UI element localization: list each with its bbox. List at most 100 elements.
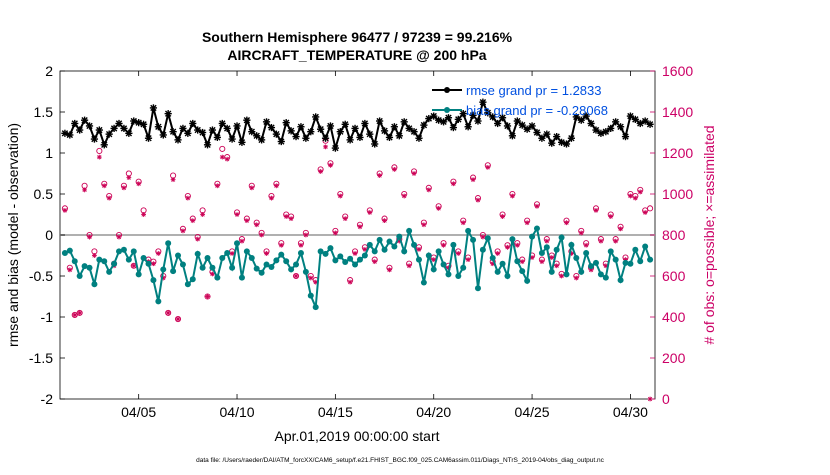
bias-point: [160, 266, 167, 273]
y-tick-label-left: -1.5: [29, 350, 53, 366]
rmse-point: [223, 124, 231, 132]
obs-assimilated-marker: [436, 205, 442, 211]
rmse-point: [562, 140, 571, 148]
rmse-point: [307, 128, 315, 136]
bias-point: [204, 254, 211, 261]
rmse-point: [484, 109, 492, 117]
y-tick-label-left: -2: [41, 391, 54, 407]
bias-point: [145, 260, 152, 267]
bias-point: [76, 273, 83, 279]
obs-assimilated-marker: [234, 212, 240, 217]
rmse-point: [341, 120, 349, 128]
bias-point: [312, 304, 319, 311]
rmse-point: [95, 126, 103, 134]
rmse-point: [390, 123, 398, 131]
rmse-point: [621, 133, 630, 141]
rmse-point: [479, 98, 487, 106]
obs-assimilated-marker: [200, 212, 206, 217]
obs-assimilated-marker: [406, 263, 412, 269]
obs-assimilated-marker: [564, 220, 569, 226]
bias-point: [568, 241, 575, 248]
rmse-point: [90, 135, 99, 143]
bias-point: [420, 279, 427, 286]
obs-assimilated-marker: [598, 238, 604, 244]
bias-point: [371, 248, 378, 255]
obs-assimilated-marker: [259, 232, 265, 238]
rmse-point: [321, 134, 330, 142]
rmse-point: [503, 122, 512, 130]
legend-bias-marker: [444, 107, 450, 113]
bias-point: [125, 256, 132, 263]
rmse-point: [336, 128, 344, 136]
obs-possible-marker: [292, 272, 300, 280]
obs-assimilated-marker: [357, 224, 363, 230]
bias-point: [460, 264, 467, 271]
bias-point: [524, 277, 531, 284]
obs-assimilated-marker: [165, 310, 171, 316]
rmse-point: [616, 123, 625, 131]
bias-point: [474, 285, 481, 292]
bias-point: [455, 273, 462, 279]
bias-point: [140, 254, 147, 261]
rmse-point: [277, 137, 285, 146]
chart-title-line2: AIRCRAFT_TEMPERATURE @ 200 hPa: [227, 47, 486, 63]
obs-assimilated-marker: [352, 251, 358, 256]
y-tick-label-right: 1600: [662, 63, 693, 79]
obs-assimilated-marker: [239, 238, 245, 244]
rmse-point: [120, 124, 128, 132]
bias-point: [612, 256, 619, 263]
rmse-point: [612, 118, 620, 126]
bias-point: [573, 254, 580, 261]
bias-point: [234, 240, 241, 247]
rmse-point: [179, 124, 187, 132]
bias-point: [440, 261, 447, 268]
obs-assimilated-marker: [647, 396, 653, 402]
rmse-point: [371, 140, 379, 148]
obs-assimilated-marker: [87, 234, 92, 240]
obs-assimilated-marker: [377, 173, 383, 178]
rmse-point: [199, 128, 207, 137]
rmse-point: [415, 134, 423, 142]
rmse-point: [208, 126, 217, 134]
rmse-point: [459, 110, 467, 118]
y-tick-label-left: 0.5: [34, 186, 54, 202]
bias-point: [273, 257, 280, 264]
obs-assimilated-marker: [101, 183, 107, 189]
obs-assimilated-marker: [608, 214, 614, 219]
rmse-point: [174, 136, 182, 144]
obs-assimilated-marker: [593, 208, 599, 213]
axis-ticks: 04/05 04/10 04/15 04/20 04/25 04/30 2 1.5 1 0.5 0 -…: [29, 63, 693, 420]
x-axis-label: Apr.01,2019 00:00:00 start: [274, 428, 439, 444]
y-tick-label-left: 0: [45, 227, 53, 243]
rmse-point: [312, 113, 320, 121]
series-markers: [61, 98, 654, 311]
bias-point: [504, 273, 511, 279]
obs-assimilated-marker: [426, 187, 432, 193]
bias-point: [268, 263, 275, 270]
bias-point: [450, 241, 457, 248]
bias-point: [533, 225, 540, 232]
obs-assimilated-marker: [185, 195, 191, 201]
obs-assimilated-marker: [136, 181, 142, 187]
y-tick-label-right: 800: [662, 227, 686, 243]
obs-assimilated-marker: [559, 273, 564, 279]
obs-assimilated-marker: [67, 267, 73, 273]
bias-point: [529, 233, 536, 240]
rmse-point: [494, 119, 502, 128]
bias-point: [578, 268, 585, 275]
rmse-point: [105, 130, 113, 138]
y-tick-label-left: -1: [41, 309, 54, 325]
bias-point: [219, 254, 226, 261]
rmse-point: [572, 113, 580, 121]
obs-assimilated-marker: [337, 193, 343, 199]
rmse-point: [85, 122, 94, 130]
bias-point: [588, 263, 595, 270]
rmse-point: [115, 119, 123, 128]
obs-assimilated-marker: [382, 218, 387, 224]
obs-assimilated-marker: [431, 257, 437, 262]
bias-point: [583, 250, 590, 257]
bias-point: [337, 253, 344, 260]
bias-point: [175, 252, 182, 259]
legend-rmse-marker: [444, 87, 450, 93]
obs-assimilated-marker: [450, 181, 456, 187]
